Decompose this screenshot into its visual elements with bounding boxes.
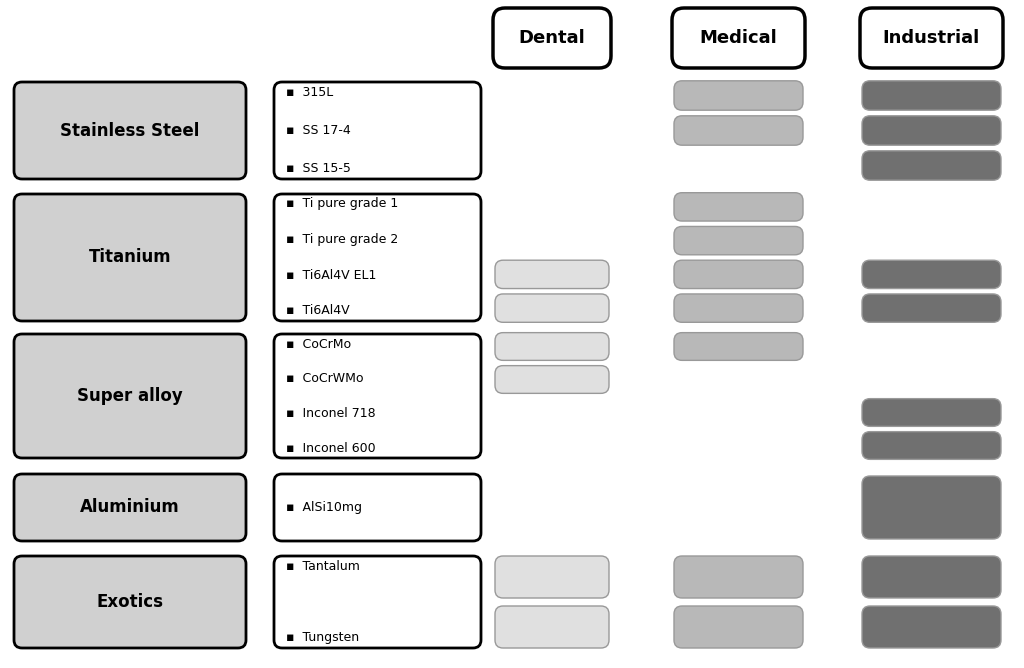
FancyBboxPatch shape [674,606,803,648]
Text: Titanium: Titanium [89,248,171,267]
FancyBboxPatch shape [862,81,1001,110]
FancyBboxPatch shape [495,261,609,289]
FancyBboxPatch shape [674,556,803,598]
Text: ▪  Inconel 600: ▪ Inconel 600 [286,442,376,454]
Text: Exotics: Exotics [96,593,164,611]
FancyBboxPatch shape [862,116,1001,145]
FancyBboxPatch shape [674,81,803,110]
Text: ▪  Tungsten: ▪ Tungsten [286,631,359,645]
Text: Super alloy: Super alloy [77,387,183,405]
Text: Industrial: Industrial [883,29,980,47]
Text: Medical: Medical [699,29,777,47]
FancyBboxPatch shape [862,151,1001,180]
FancyBboxPatch shape [14,194,246,321]
FancyBboxPatch shape [495,556,609,598]
FancyBboxPatch shape [862,556,1001,598]
FancyBboxPatch shape [862,606,1001,648]
Text: ▪  SS 17-4: ▪ SS 17-4 [286,124,351,137]
Text: ▪  Ti pure grade 1: ▪ Ti pure grade 1 [286,198,398,210]
FancyBboxPatch shape [14,474,246,541]
FancyBboxPatch shape [274,194,481,321]
FancyBboxPatch shape [860,8,1002,68]
FancyBboxPatch shape [674,226,803,255]
Text: ▪  Inconel 718: ▪ Inconel 718 [286,407,376,420]
FancyBboxPatch shape [672,8,805,68]
Text: Aluminium: Aluminium [80,498,180,516]
Text: Stainless Steel: Stainless Steel [60,122,200,140]
FancyBboxPatch shape [674,192,803,221]
FancyBboxPatch shape [274,334,481,458]
FancyBboxPatch shape [495,606,609,648]
Text: ▪  Ti6Al4V EL1: ▪ Ti6Al4V EL1 [286,269,377,282]
FancyBboxPatch shape [14,82,246,179]
FancyBboxPatch shape [862,261,1001,289]
FancyBboxPatch shape [674,333,803,360]
FancyBboxPatch shape [862,476,1001,539]
Text: ▪  Ti pure grade 2: ▪ Ti pure grade 2 [286,233,398,246]
FancyBboxPatch shape [495,365,609,393]
FancyBboxPatch shape [14,556,246,648]
FancyBboxPatch shape [14,334,246,458]
FancyBboxPatch shape [674,116,803,145]
FancyBboxPatch shape [274,556,481,648]
Text: ▪  Ti6Al4V: ▪ Ti6Al4V [286,305,349,317]
FancyBboxPatch shape [495,294,609,322]
FancyBboxPatch shape [274,82,481,179]
Text: ▪  315L: ▪ 315L [286,86,333,98]
FancyBboxPatch shape [862,294,1001,322]
FancyBboxPatch shape [493,8,611,68]
FancyBboxPatch shape [862,399,1001,426]
Text: ▪  SS 15-5: ▪ SS 15-5 [286,162,351,176]
Text: ▪  CoCrWMo: ▪ CoCrWMo [286,372,364,385]
FancyBboxPatch shape [862,432,1001,460]
FancyBboxPatch shape [674,261,803,289]
Text: ▪  AlSi10mg: ▪ AlSi10mg [286,501,362,514]
Text: Dental: Dental [518,29,586,47]
FancyBboxPatch shape [274,474,481,541]
Text: ▪  CoCrMo: ▪ CoCrMo [286,337,351,351]
FancyBboxPatch shape [674,294,803,322]
Text: ▪  Tantalum: ▪ Tantalum [286,560,359,572]
FancyBboxPatch shape [495,333,609,360]
